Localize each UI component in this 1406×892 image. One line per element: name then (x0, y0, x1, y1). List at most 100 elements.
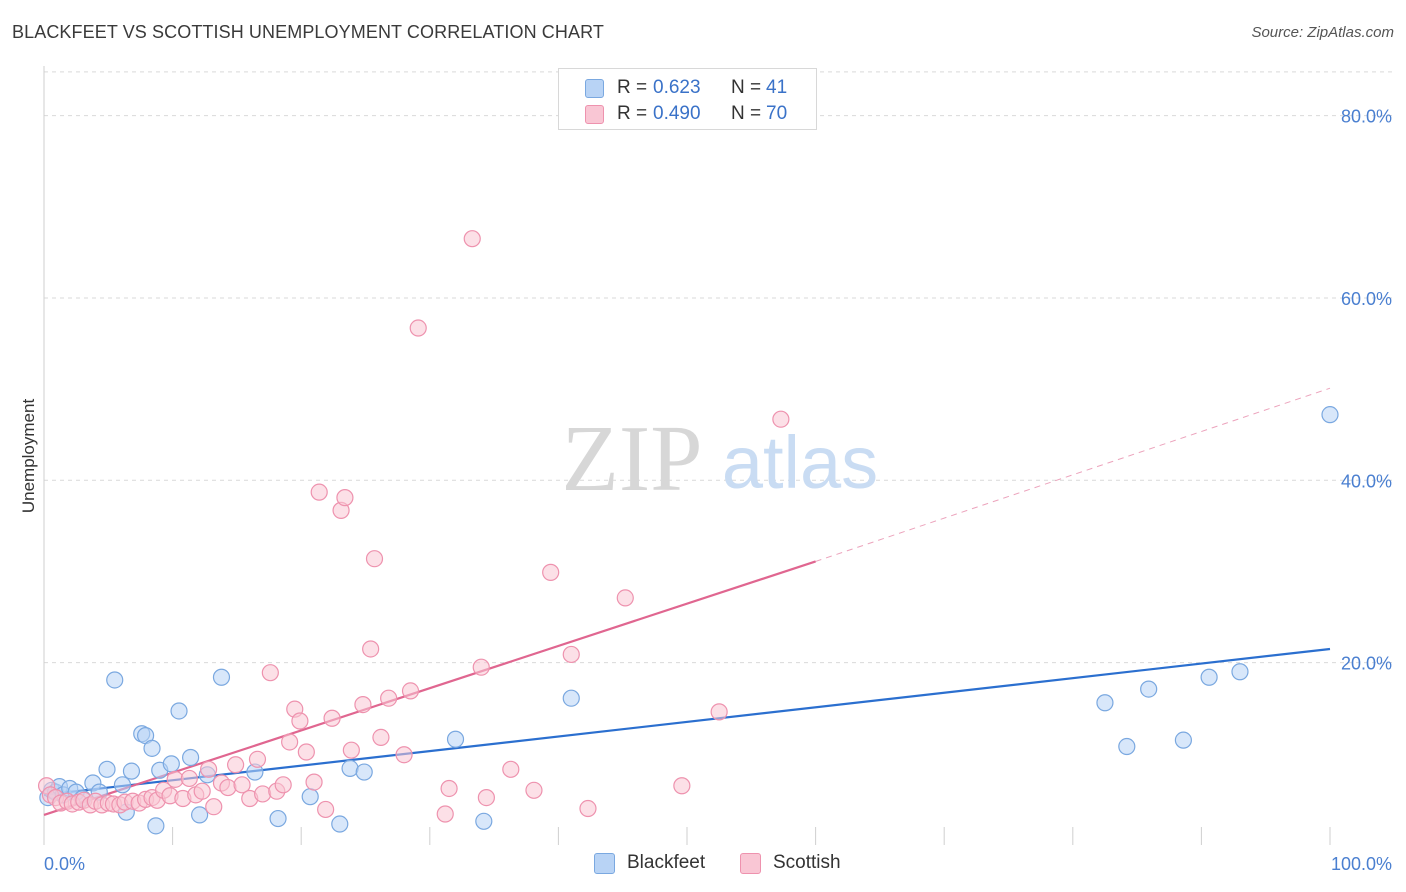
y-axis-label: Unemployment (19, 399, 38, 514)
scottish-point (219, 778, 237, 797)
scottish-point (281, 733, 299, 751)
legend-label: Blackfeet (627, 852, 706, 873)
y-tick-label: 80.0% (1341, 107, 1392, 127)
blackfeet-point (122, 762, 141, 780)
blackfeet-point (1231, 663, 1249, 681)
blackfeet-point (1321, 406, 1339, 424)
scottish-point (579, 799, 597, 818)
scottish-point (233, 776, 251, 794)
blackfeet-point (147, 817, 165, 835)
scottish-trend-extension (815, 387, 1331, 562)
data-points (37, 230, 1339, 835)
scottish-point (291, 712, 309, 730)
grid-lines (44, 71, 1392, 664)
scottish-point (502, 760, 520, 778)
r-value: 0.490 (653, 103, 701, 124)
blackfeet-point (162, 755, 180, 773)
blackfeet-point (269, 809, 287, 828)
blackfeet-point (212, 668, 231, 686)
scottish-point (673, 777, 691, 795)
blackfeet-point (182, 748, 200, 767)
watermark-atlas: atlas (722, 421, 878, 504)
stats-legend: R = 0.623 N = 41 R = 0.490 N = 70 (558, 68, 817, 130)
x-tick-label: 100.0% (1331, 854, 1392, 874)
blackfeet-point (143, 739, 161, 757)
scottish-point (336, 489, 354, 507)
blackfeet-point (562, 689, 580, 707)
r-value: 0.623 (653, 77, 701, 98)
scottish-point (472, 658, 490, 676)
scottish-point (562, 645, 580, 664)
scottish-swatch (585, 105, 604, 124)
watermark: ZIP atlas (562, 407, 879, 511)
blackfeet-point (341, 759, 359, 778)
scottish-point (542, 563, 560, 581)
scottish-point (205, 798, 223, 816)
scottish-point (440, 779, 458, 798)
blackfeet-point (1200, 668, 1218, 686)
scottish-point (193, 782, 211, 800)
n-label: N = (731, 77, 762, 98)
scottish-point (477, 788, 495, 807)
scottish-point (297, 743, 315, 761)
scottish-point (616, 589, 634, 607)
scottish-point (317, 800, 335, 819)
x-tick-label: 0.0% (44, 854, 85, 874)
scottish-point (525, 781, 543, 799)
scottish-point (248, 750, 267, 768)
r-label: R = (617, 103, 648, 124)
scottish-point (395, 746, 413, 764)
scottish-point (305, 773, 323, 791)
scottish-point (354, 695, 372, 714)
scottish-point (365, 550, 384, 568)
scottish-point (463, 230, 481, 248)
scottish-point (310, 483, 328, 501)
scottish-point (254, 785, 272, 803)
scottish-point (409, 319, 427, 337)
blackfeet-point (1174, 731, 1192, 749)
blackfeet-point (98, 760, 116, 778)
legend-label: Scottish (773, 852, 841, 873)
blackfeet-point (475, 812, 493, 830)
tick-labels: 20.0% 40.0% 60.0% 80.0% 0.0% 100.0% (44, 107, 1392, 874)
blackfeet-point (446, 730, 465, 748)
scottish-point (772, 410, 790, 428)
blackfeet-point (1118, 737, 1136, 756)
blackfeet-point (301, 788, 319, 806)
n-label: N = (731, 103, 762, 124)
source-label: Source: ZipAtlas.com (1251, 24, 1394, 41)
blackfeet-point (106, 671, 124, 689)
blackfeet-swatch (594, 853, 615, 874)
blackfeet-swatch (585, 79, 604, 98)
blackfeet-point (113, 776, 132, 794)
scottish-point (436, 805, 454, 823)
scottish-point (227, 756, 245, 774)
watermark-zip: ZIP (562, 407, 703, 511)
scottish-swatch (740, 853, 761, 874)
blackfeet-point (331, 815, 349, 833)
scottish-point (710, 703, 728, 721)
y-tick-label: 20.0% (1341, 654, 1392, 674)
y-tick-label: 40.0% (1341, 471, 1392, 491)
r-label: R = (617, 77, 648, 98)
blackfeet-point (191, 806, 209, 824)
scottish-point (362, 640, 380, 658)
blackfeet-point (170, 702, 188, 720)
scottish-point (401, 682, 420, 700)
scottish-point (180, 769, 198, 788)
chart-title: BLACKFEET VS SCOTTISH UNEMPLOYMENT CORRE… (12, 22, 604, 42)
blackfeet-point (355, 763, 373, 781)
blackfeet-point (1140, 680, 1158, 698)
n-value: 41 (766, 77, 788, 98)
scottish-point (274, 776, 292, 794)
blackfeet-point (1096, 694, 1114, 712)
scottish-point (323, 709, 341, 727)
axes (43, 66, 1331, 845)
scottish-point (380, 689, 398, 707)
scottish-point (342, 741, 360, 759)
scottish-point (261, 664, 279, 682)
y-tick-label: 60.0% (1341, 289, 1392, 309)
scottish-point (372, 728, 390, 747)
scottish-point (200, 760, 218, 778)
